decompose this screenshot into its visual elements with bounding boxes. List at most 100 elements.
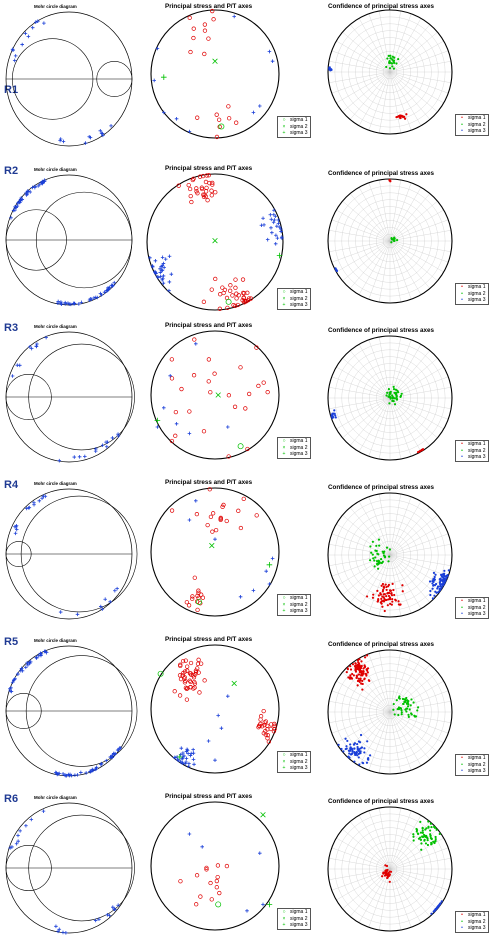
p-axis-marker [256,723,262,728]
sigma3-confidence-point [340,747,343,751]
mohr-point [8,846,12,850]
sigma2-confidence-point [435,828,438,831]
sigma2-confidence-point [380,561,383,565]
mohr-point [88,135,93,140]
stereonet-outline [150,644,280,774]
sigma2-confidence-point [421,831,424,834]
p-axis-marker [191,673,196,678]
sigma2-confidence-point [392,59,396,62]
mohr-point [59,302,64,306]
legend-label: sigma 2 [290,915,308,922]
sigma1-confidence-point [380,600,383,603]
t-axis-marker [186,751,190,756]
sigma1-confidence-point [391,598,394,601]
legend-symbol: + [282,302,286,309]
mohr-point [30,25,35,30]
stereonet-outline [146,173,284,311]
sigma1-confidence-point [377,598,380,601]
legend-item: • sigma 2 [456,762,488,769]
sigma2-confidence-point [429,834,432,838]
p-axis-marker [196,657,201,662]
p-axis-marker [209,188,214,193]
p-axis-marker [192,575,197,580]
mohr-point [41,180,45,184]
sigma2-confidence-point [393,403,397,406]
legend-label: sigma 3 [290,608,308,615]
t-axis-marker [175,757,180,762]
sigma3-confidence-point [430,912,433,915]
p-axis-marker [238,365,243,370]
sigma1-confidence-point [367,679,370,682]
legend-symbol: + [282,451,286,458]
sigma2-confidence-point [404,700,407,704]
sigma1-confidence-point [383,609,386,613]
sigma2-confidence-point [426,843,430,847]
p-axis-marker [214,878,219,884]
p-axis-marker [203,189,209,194]
legend-symbol: • [461,768,463,775]
mohr-point [24,193,29,197]
figure-row: R5 Mohr circle diagram Principal stress an… [0,628,500,785]
p-axis-marker [236,293,241,298]
t-axis-marker [187,518,192,522]
stereonet-outline [150,487,280,617]
mohr-title: Mohr circle diagram [34,167,77,172]
legend-item: + sigma 3 [278,130,310,137]
t-axis-marker [264,569,268,573]
mohr-point [16,672,20,676]
sigma2-confidence-point [406,707,409,710]
sigma3-confidence-point [353,760,356,763]
sigma2-marker [209,542,215,549]
p-axis-marker [214,885,219,890]
sigma1-confidence-point [386,869,389,872]
legend-item: ○ sigma 1 [278,909,310,916]
sigma1-confidence-point [381,590,384,593]
mohr-point [54,924,58,929]
sigma2-confidence-point [375,549,378,553]
p-axis-marker [208,390,213,395]
sigma1-confidence-point [390,592,393,595]
sigma2-confidence-point [387,560,390,563]
mohr-point [41,809,46,813]
sigma2-confidence-point [393,397,397,400]
mohr-point [28,345,32,349]
p-axis-marker [206,36,211,41]
figure-row: R2 Mohr circle diagram Principal stress an… [0,157,500,314]
t-axis-marker [155,46,160,51]
sigma1-confidence-point [381,605,384,608]
mohr-point [17,363,22,368]
p-axis-marker [186,182,191,188]
mohr-point [16,839,20,843]
principal-title: Principal stress and P/T axes [165,3,253,10]
mohr-point [115,748,120,752]
t-axis-marker [161,261,166,266]
p-axis-marker [173,433,178,438]
p-axis-marker [243,406,248,411]
sigma3-confidence-point [429,589,432,593]
t-axis-marker [168,374,172,378]
t-axis-marker [174,117,179,121]
principal-stress-stereonet [150,487,280,617]
mohr-point [87,298,92,302]
principal-title: Principal stress and P/T axes [165,322,253,329]
principal-title: Principal stress and P/T axes [165,636,253,643]
sigma2-confidence-point [433,826,437,829]
sigma2-confidence-point [420,848,423,851]
stereonet-outline [150,9,280,139]
sigma1-confidence-point [385,588,388,592]
p-axis-marker [180,658,186,664]
mohr-point [84,771,88,775]
p-axis-marker [234,296,239,301]
mohr-point [98,604,103,609]
sigma1-confidence-point [387,583,391,586]
p-axis-marker [187,186,193,192]
p-axis-marker [217,306,223,311]
sigma3-confidence-point [435,591,438,594]
legend-label: sigma 3 [468,297,486,304]
sigma2-confidence-point [389,57,392,60]
sigma2-confidence-point [368,559,372,562]
p-axis-marker [226,454,231,459]
sigma3-confidence-point [435,906,439,910]
sigma2-confidence-point [427,826,430,829]
p-axis-marker [194,189,199,194]
